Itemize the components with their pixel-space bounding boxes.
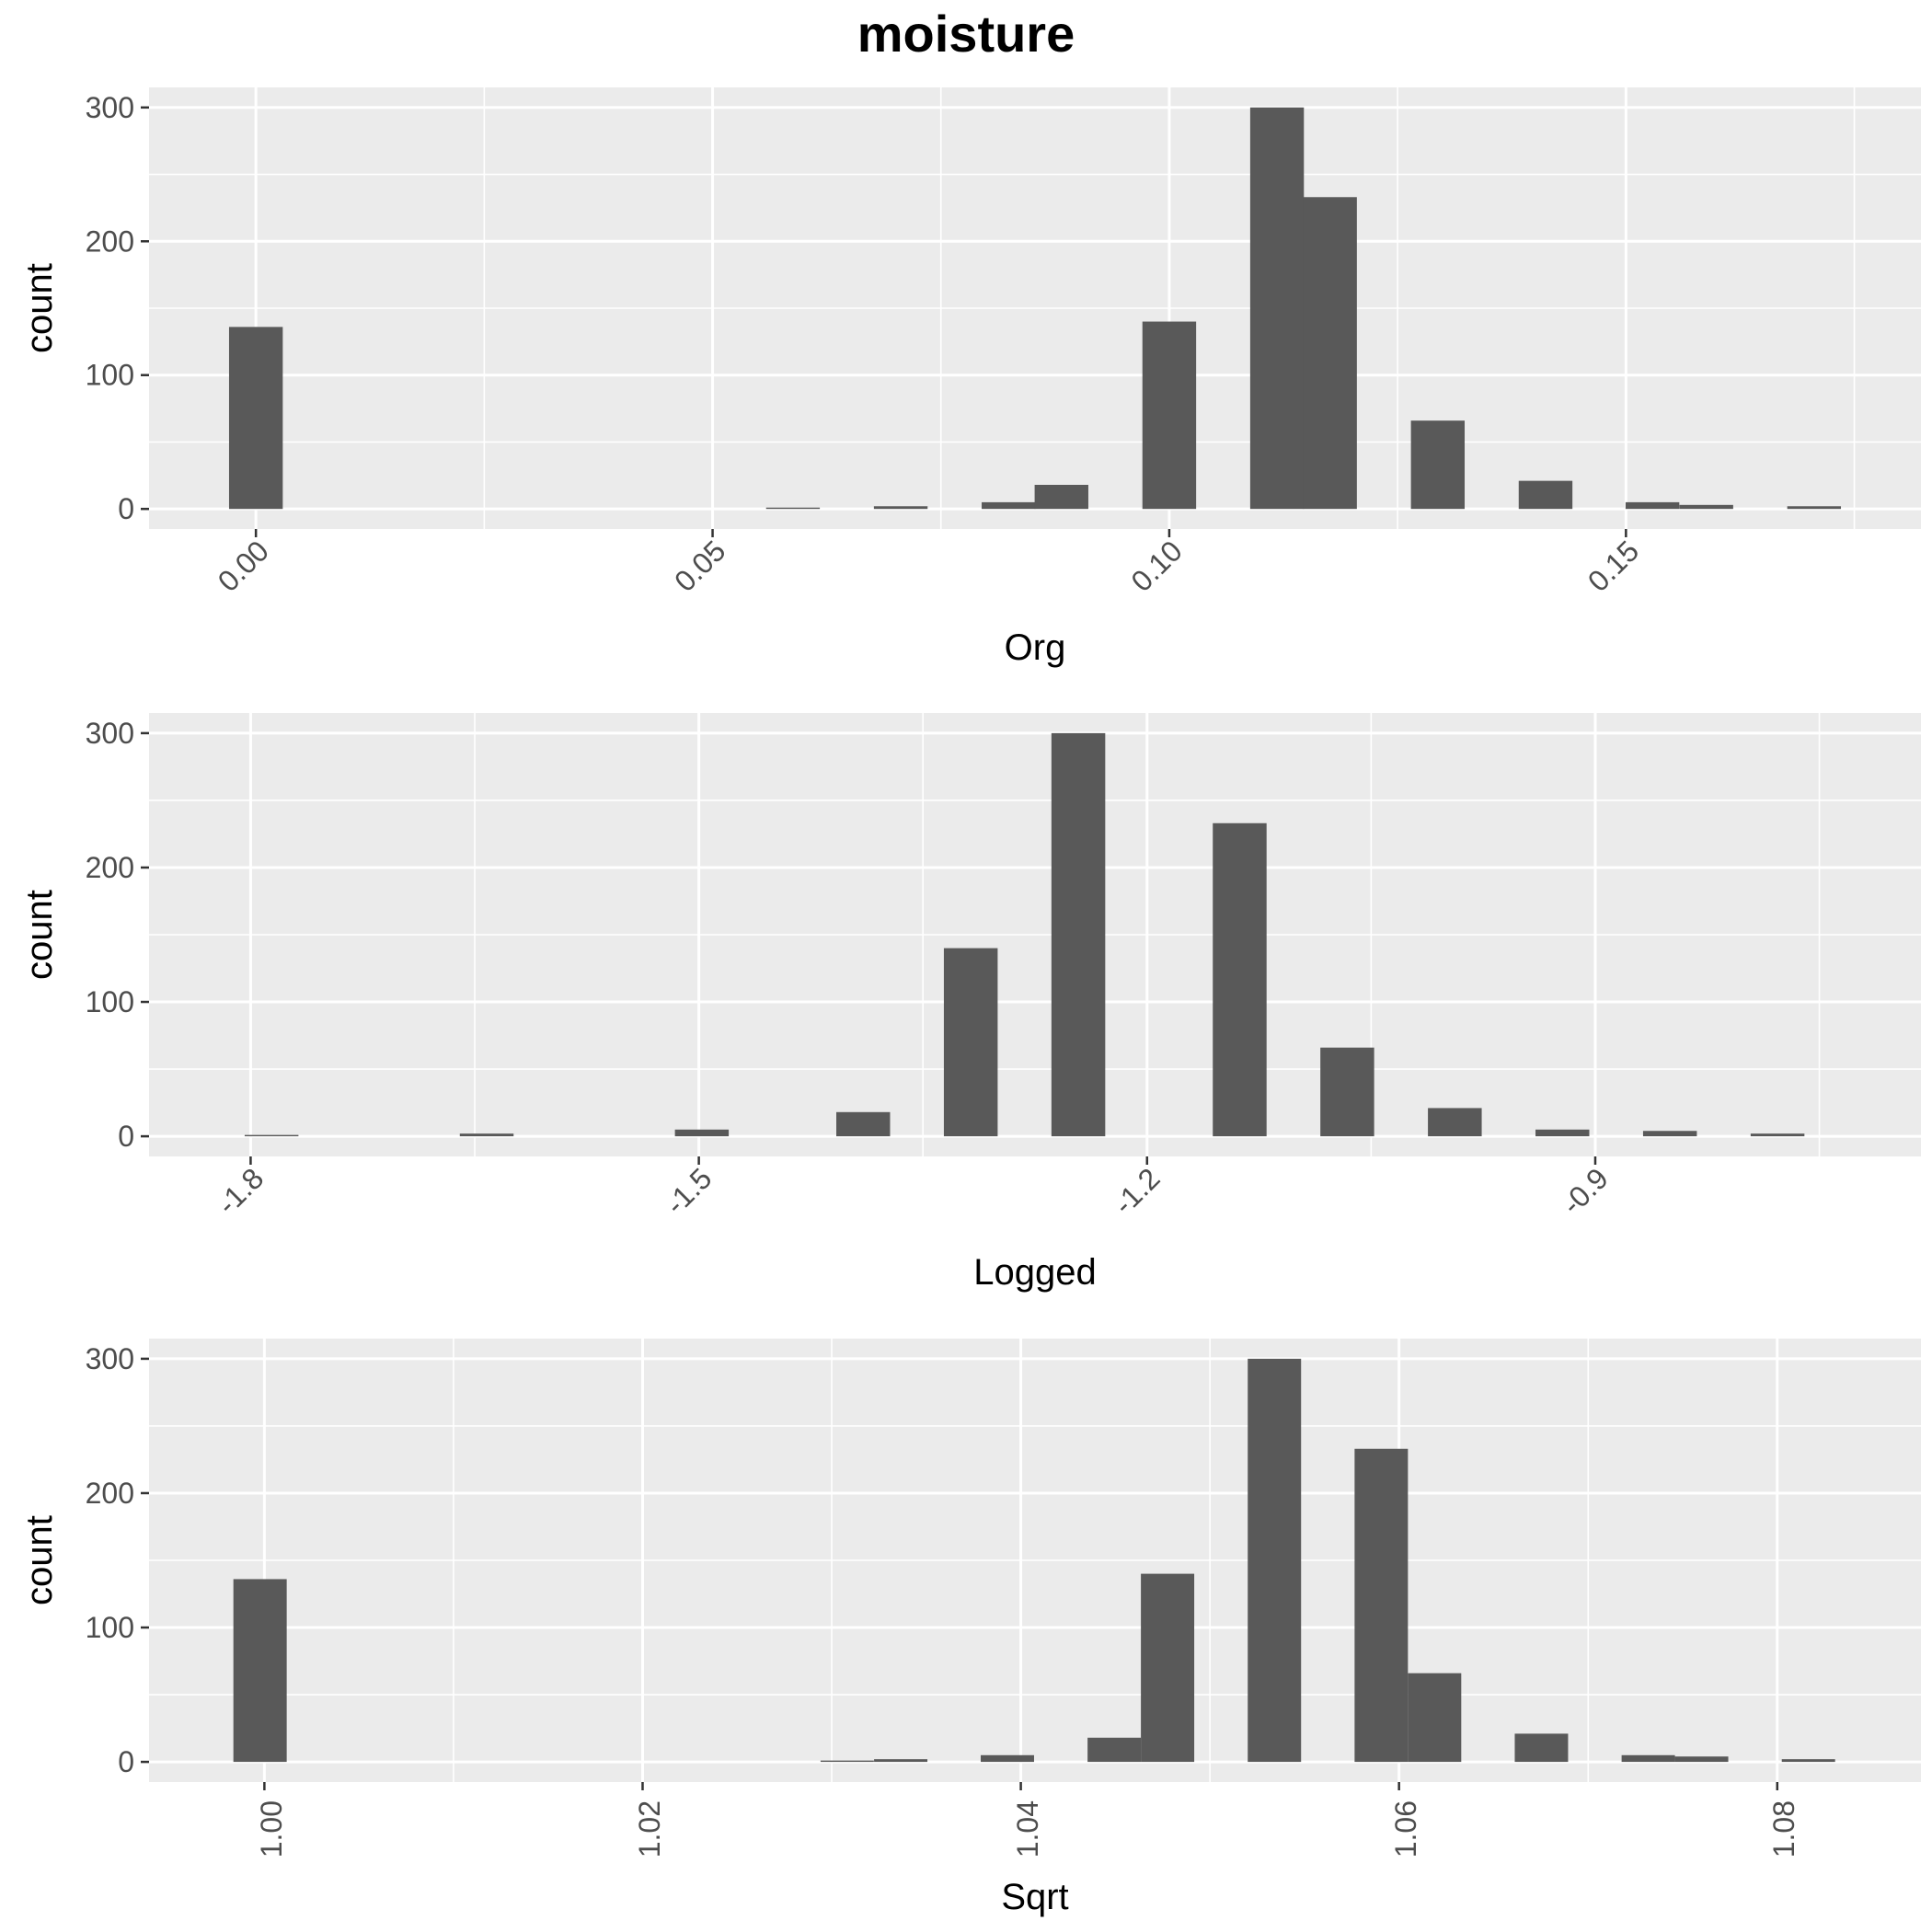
histogram-bar	[1642, 1131, 1697, 1137]
histogram-bar	[1051, 732, 1106, 1137]
histogram-bar	[874, 1759, 928, 1763]
histogram-bar	[1535, 1129, 1590, 1137]
histogram-bar	[1320, 1047, 1374, 1137]
histogram-bar	[1428, 1108, 1482, 1137]
histogram-bar	[1213, 822, 1267, 1137]
y-tick-label: 200	[86, 224, 134, 258]
histogram-bar	[1625, 501, 1680, 510]
y-tick-label: 0	[118, 492, 134, 525]
x-axis-title: Sqrt	[1001, 1877, 1068, 1917]
histogram-bar	[1141, 1573, 1195, 1763]
y-tick-label: 0	[118, 1745, 134, 1778]
histogram-bar	[1408, 1673, 1462, 1763]
x-tick-label: 1.02	[633, 1800, 666, 1857]
histogram-bar	[1514, 1733, 1569, 1763]
x-tick-label: 1.00	[255, 1800, 288, 1857]
histogram-bar	[1679, 504, 1733, 510]
x-axis-title: Logged	[973, 1252, 1096, 1293]
histogram-bar	[873, 506, 928, 510]
figure-title: moisture	[857, 5, 1075, 63]
histogram-bar	[674, 1129, 730, 1137]
y-axis-title: count	[19, 890, 60, 980]
histogram-bar	[1303, 197, 1357, 510]
histogram-bar	[981, 1754, 1034, 1763]
x-tick-label: 1.06	[1389, 1800, 1422, 1857]
histogram-bar	[1518, 480, 1573, 510]
histogram-bar	[1249, 107, 1305, 510]
y-tick-label: 200	[86, 1477, 134, 1510]
y-tick-label: 300	[86, 91, 134, 124]
y-tick-label: 100	[86, 1611, 134, 1644]
y-tick-label: 100	[86, 359, 134, 392]
histogram-bar	[1674, 1756, 1729, 1763]
histogram-bar	[228, 327, 283, 510]
histogram-bar	[1087, 1737, 1142, 1763]
histogram-bar	[1750, 1133, 1805, 1137]
histogram-bar	[233, 1579, 287, 1763]
histogram-bar	[765, 507, 821, 510]
y-axis-title: count	[19, 1515, 60, 1605]
histogram-bar	[820, 1760, 874, 1763]
histogram-bar	[1142, 321, 1197, 510]
histogram-bar	[1621, 1754, 1675, 1763]
histogram-bar	[1034, 485, 1088, 510]
y-tick-label: 300	[86, 1342, 134, 1375]
y-tick-label: 100	[86, 985, 134, 1018]
x-tick-label: 1.04	[1011, 1800, 1044, 1857]
x-axis-title: Org	[1005, 627, 1066, 668]
y-tick-label: 0	[118, 1120, 134, 1153]
y-tick-label: 200	[86, 851, 134, 884]
x-tick-label: 1.08	[1767, 1800, 1800, 1857]
histogram-bar	[1354, 1448, 1409, 1763]
histogram-bar	[982, 501, 1036, 510]
histogram-bar	[1410, 420, 1466, 510]
histogram-bar	[1787, 506, 1842, 510]
histogram-bar	[1248, 1358, 1302, 1763]
y-tick-label: 300	[86, 717, 134, 750]
histogram-bar	[244, 1134, 299, 1137]
histogram-bar	[943, 948, 998, 1137]
y-axis-title: count	[19, 263, 60, 353]
histogram-bar	[459, 1133, 514, 1137]
histogram-bar	[1781, 1759, 1835, 1763]
histogram-bar	[836, 1111, 891, 1137]
